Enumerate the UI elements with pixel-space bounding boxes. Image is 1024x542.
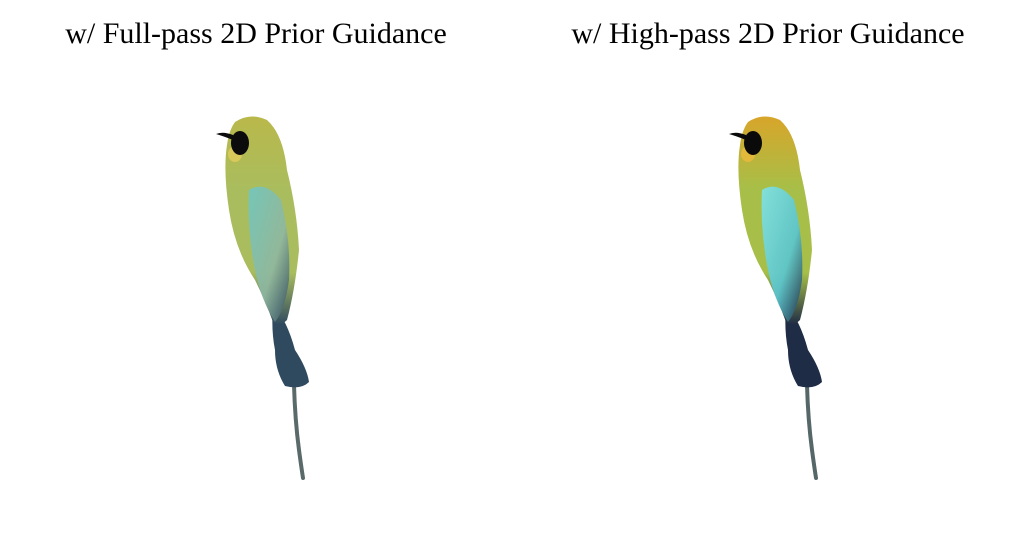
right-panel: w/ High-pass 2D Prior Guidance xyxy=(512,0,1024,542)
left-panel: w/ Full-pass 2D Prior Guidance xyxy=(65,17,447,480)
left-caption: w/ Full-pass 2D Prior Guidance xyxy=(65,17,447,50)
right-caption: w/ High-pass 2D Prior Guidance xyxy=(571,17,965,50)
bird-image-high-pass xyxy=(729,116,822,480)
bird-image-full-pass xyxy=(216,116,309,480)
